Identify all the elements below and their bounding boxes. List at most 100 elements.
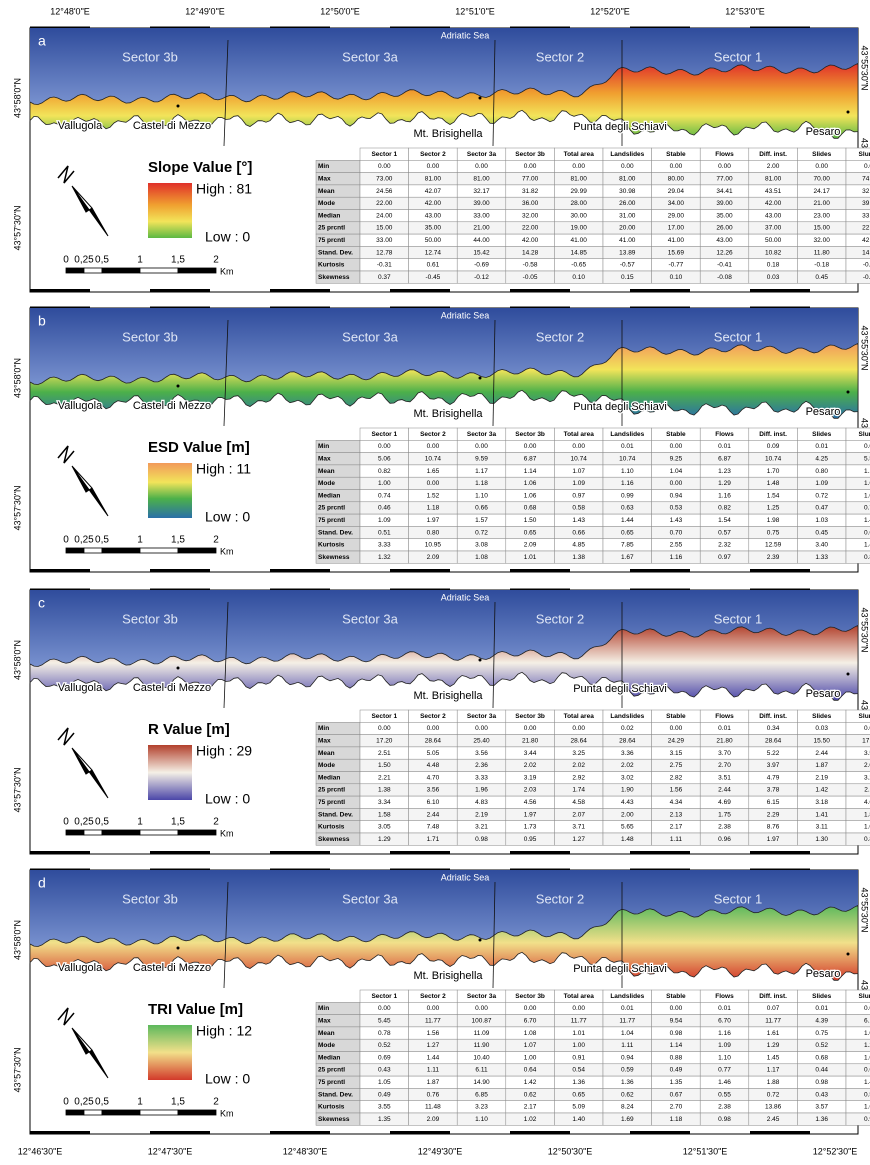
table-header: Slides [812,431,832,438]
table-value: 0.44 [815,1067,828,1074]
table-value: 1.09 [572,480,585,487]
place-label: Vallugola [58,962,103,974]
scale-label: 0,5 [95,535,109,546]
legend-low: Low : 0 [205,791,250,807]
table-header: Stable [666,993,686,1000]
table-value: -0.45 [425,274,440,281]
table-value: 1.08 [864,1030,870,1037]
row-label: Mean [318,468,335,475]
table-value: -0.61 [863,262,870,269]
table-header: Slumps [859,431,870,438]
table-value: 2.38 [718,824,731,831]
table-value: 0.00 [475,725,488,732]
point-marker [847,391,850,394]
table-value: 4.43 [621,799,634,806]
table-value: 0.01 [864,1005,870,1012]
table-value: 32.17 [473,188,490,195]
table-value: 0.00 [670,725,683,732]
table-value: 7.85 [621,542,634,549]
sea-label: Adriatic Sea [441,30,490,40]
table-value: 43.00 [765,212,782,219]
table-value: 0.98 [815,1079,828,1086]
row-label: 25 prcntl [318,1067,345,1074]
table-value: 3.51 [864,750,870,757]
table-value: 0.65 [572,1091,585,1098]
longitude-label: 12°50'30"E [548,1146,593,1156]
table-value: 3.15 [670,750,683,757]
table-value: 1.02 [864,1054,870,1061]
panel-letter: d [38,875,46,891]
table-value: 4.69 [718,799,731,806]
table-value: 0.01 [718,1005,731,1012]
table-value: -0.58 [523,262,538,269]
table-value: 2.75 [670,762,683,769]
table-value: 9.25 [670,455,683,462]
table-value: 3.21 [475,824,488,831]
table-value: 14.90 [473,1079,490,1086]
row-label: Mode [318,762,335,769]
table-value: 10.74 [571,455,588,462]
legend-title: Slope Value [°] [148,159,252,176]
table-value: 1.44 [621,517,634,524]
table-header: Sector 1 [371,993,397,1000]
row-label: Median [318,1054,340,1061]
table-value: 11.77 [425,1017,441,1024]
table-value: 0.75 [767,529,780,536]
table-header: Stable [666,713,686,720]
row-label: Median [318,492,340,499]
table-value: 31.00 [619,212,636,219]
table-value: 14.28 [522,249,539,256]
longitude-label: 12°46'30"E [18,1146,63,1156]
point-marker [847,953,850,956]
table-value: 0.03 [815,725,828,732]
table-value: 0.82 [378,468,391,475]
table-value: 2.92 [572,774,585,781]
table-value: 2.00 [621,811,634,818]
table-header: Sector 1 [371,431,397,438]
table-value: 1.09 [815,480,828,487]
table-value: 0.57 [864,1091,870,1098]
table-value: 1.86 [864,811,870,818]
table-value: 9.54 [670,1017,683,1024]
table-value: 22.00 [862,225,870,232]
table-value: 0.00 [524,163,537,170]
row-label: Mode [318,1042,335,1049]
table-value: 33.00 [376,237,393,244]
sector-label: Sector 1 [714,49,762,64]
table-value: 42.00 [765,200,782,207]
table-value: 2.11 [864,787,870,794]
stats-table: Sector 1Sector 2Sector 3aSector 3bTotal … [316,148,870,283]
table-value: 0.00 [427,163,440,170]
table-value: 15.50 [814,737,831,744]
table-header: Diff. inst. [759,431,787,438]
scale-segment [84,268,102,273]
table-value: 0.70 [864,505,870,512]
table-value: 0.00 [427,725,440,732]
table-value: 0.00 [475,163,488,170]
table-value: 3.28 [864,774,870,781]
sea-label: Adriatic Sea [441,592,490,602]
sector-label: Sector 2 [536,891,584,906]
table-header: Total area [564,151,595,158]
table-value: 1.00 [524,1054,537,1061]
place-label: Vallugola [58,682,103,694]
table-value: 8.24 [621,1104,634,1111]
table-value: 0.07 [767,1005,780,1012]
row-label: Max [318,737,331,744]
table-header: Sector 3a [467,713,497,720]
table-value: 2.09 [864,762,870,769]
table-value: 1.48 [767,480,780,487]
sector-label: Sector 3a [342,329,398,344]
table-value: 1.05 [378,1079,391,1086]
table-value: 1.96 [475,787,488,794]
place-label: Pesaro [806,126,841,138]
table-value: -0.41 [717,262,732,269]
table-value: -0.18 [814,262,829,269]
table-value: 0.01 [815,1005,828,1012]
sector-label: Sector 1 [714,329,762,344]
row-label: Kurtosis [318,1104,345,1111]
table-header: Slumps [859,713,870,720]
table-value: 7.48 [427,824,440,831]
table-value: 0.87 [864,554,870,561]
table-value: 0.76 [427,1091,440,1098]
